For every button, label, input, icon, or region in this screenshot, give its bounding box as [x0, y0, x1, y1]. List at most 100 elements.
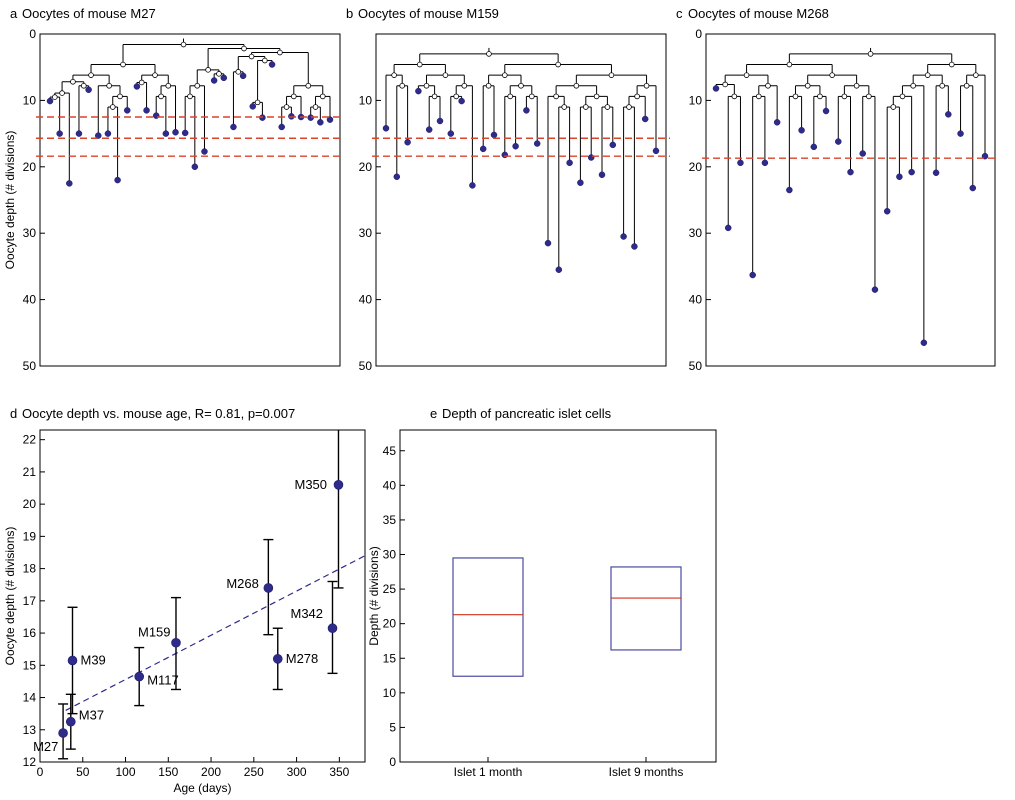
y-tick-label: 22: [23, 433, 37, 447]
oocyte-leaf: [577, 179, 584, 186]
tree-node: [518, 82, 524, 89]
y-tick-label: 10: [359, 93, 373, 107]
oocyte-leaf: [957, 130, 964, 137]
scatter-panel-d: d Oocyte depth vs. mouse age, R= 0.81, p=…: [3, 406, 366, 795]
tree-node: [963, 82, 970, 89]
tree-node: [52, 94, 58, 100]
oocyte-leaf: [393, 173, 401, 181]
y-tick-label: 15: [383, 651, 397, 665]
oocyte-leaf: [230, 123, 237, 131]
tree-node: [561, 104, 567, 110]
oocyte-leaf: [932, 169, 940, 177]
y-tick-label: 50: [23, 359, 37, 373]
tree-node: [453, 93, 460, 100]
tree-node: [248, 53, 255, 60]
oocyte-leaf: [469, 182, 476, 189]
tree-node: [241, 45, 247, 52]
tree-node: [312, 104, 319, 110]
point-label: M39: [81, 652, 106, 667]
tree-node: [899, 93, 906, 100]
x-tick-label: Islet 9 months: [609, 765, 684, 779]
oocyte-leaf: [810, 143, 818, 151]
oocyte-leaf: [631, 243, 638, 250]
x-tick-label: 200: [201, 765, 221, 779]
tree-node: [924, 72, 931, 78]
box-panel-e: e Depth of pancreatic islet cells 0 5 10 15 20…: [367, 406, 717, 779]
oocyte-leaf: [598, 171, 606, 179]
oocyte-leaf: [859, 150, 866, 157]
point-label: M350: [294, 477, 327, 492]
tree-node: [485, 82, 492, 89]
mouse-point: [58, 728, 68, 738]
y-tick-label: 30: [689, 226, 703, 240]
mouse-point: [67, 655, 78, 666]
oocyte-leaf: [220, 74, 228, 82]
x-tick-label: 300: [287, 765, 307, 779]
tree-node: [416, 61, 423, 68]
tree-node: [442, 72, 449, 78]
oocyte-leaf: [123, 107, 131, 114]
x-tick-label: 50: [76, 765, 90, 779]
mouse-point: [272, 654, 283, 664]
y-tick-label: 20: [359, 160, 373, 174]
tree-node: [731, 93, 738, 100]
tree-node: [743, 72, 750, 78]
oocyte-leaf: [172, 129, 179, 136]
tree-node: [841, 93, 848, 100]
mouse-point: [134, 671, 145, 682]
tree-node: [235, 69, 242, 75]
tree-node: [507, 93, 514, 100]
oocyte-leaf: [181, 129, 189, 137]
tree-node: [486, 51, 492, 57]
tree-node: [626, 104, 632, 110]
panel-title: Depth of pancreatic islet cells: [442, 406, 612, 421]
plot-frame: [705, 33, 996, 367]
tree-node: [501, 72, 508, 78]
y-tick-label: 19: [23, 529, 37, 543]
tree-node: [786, 61, 793, 68]
panel-letter: b: [346, 6, 353, 21]
y-tick-label: 12: [23, 755, 37, 769]
oocyte-leaf: [447, 130, 455, 137]
tree-node: [138, 79, 145, 86]
y-tick-label: 0: [389, 755, 396, 769]
oocyte-leaf: [969, 184, 977, 192]
mouse-point: [263, 583, 274, 593]
tree-node: [205, 67, 211, 73]
tree-node: [634, 93, 640, 100]
tree-node: [106, 82, 112, 89]
tree-node: [948, 61, 955, 68]
y-tick-label: 45: [383, 444, 397, 458]
tree-node: [216, 71, 222, 77]
oocyte-leaf: [749, 271, 756, 279]
tree-node: [158, 93, 164, 100]
y-tick-label: 21: [23, 465, 37, 479]
oocyte-leaf: [56, 130, 63, 137]
y-tick-label: 16: [23, 626, 37, 640]
y-tick-label: 18: [23, 562, 37, 576]
tree-node: [399, 82, 406, 89]
plot-frame: [39, 33, 341, 367]
tree-node: [604, 104, 611, 110]
y-tick-label: 0: [29, 27, 36, 41]
oocyte-leaf: [95, 132, 102, 139]
plot-frame: [399, 429, 717, 763]
tree-node: [643, 82, 650, 89]
oocyte-leaf: [761, 159, 769, 167]
tree-panel-a: a Oocytes of mouse M27 0 10 20 30 40 50 Oocyte d…: [3, 6, 344, 373]
oocyte-leaf: [46, 97, 54, 105]
oocyte-leaf: [114, 176, 121, 184]
point-label: M117: [147, 673, 179, 688]
oocyte-leaf: [896, 173, 903, 181]
oocyte-leaf: [652, 147, 660, 155]
oocyte-leaf: [415, 87, 422, 95]
y-tick-label: 20: [23, 497, 37, 511]
point-label: M159: [138, 625, 171, 640]
mouse-point: [327, 623, 338, 634]
tree-node: [866, 93, 872, 100]
tree-node: [180, 41, 187, 48]
x-tick-label: 350: [329, 765, 349, 779]
panel-title: Oocyte depth vs. mouse age, R= 0.81, p=0…: [22, 406, 295, 421]
y-tick-label: 20: [23, 160, 37, 174]
oocyte-leaf: [883, 208, 891, 215]
